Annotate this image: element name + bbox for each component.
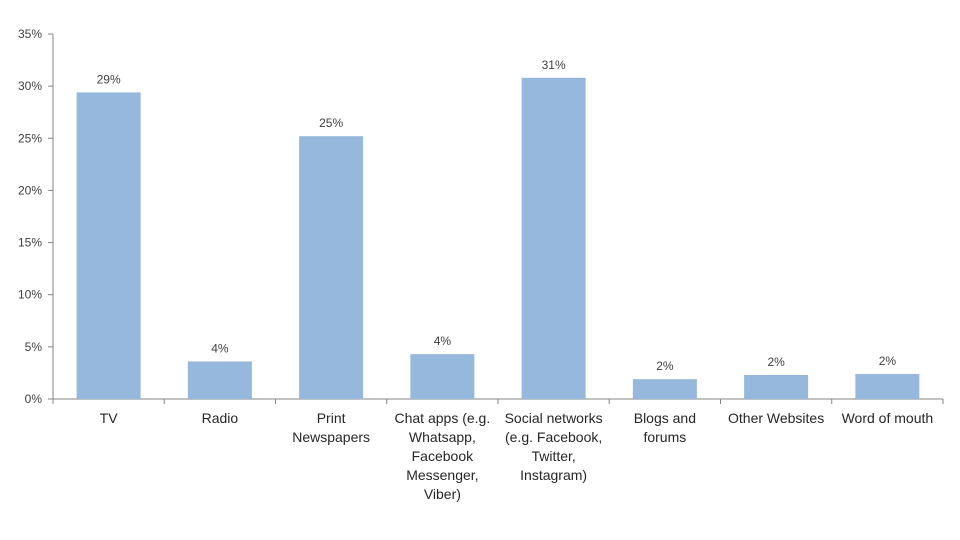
x-category-label-line: Social networks [505,410,603,426]
data-label: 29% [97,72,121,86]
x-category-label-line: Print [317,410,346,426]
x-category-label: TV [100,410,119,426]
y-axis: 0% 5% 10% 15% 20% 25% 30% 35% [18,27,54,406]
bar[interactable] [632,379,697,399]
x-category-label-line: Messenger, [406,467,478,483]
data-label: 4% [434,334,452,348]
x-category-label: Radio [202,410,239,426]
x-category-label-line: Chat apps (e.g. [395,410,491,426]
bar[interactable] [744,375,809,399]
data-label: 2% [767,355,785,369]
x-category-label: Social networks (e.g. Facebook, Twitter, In… [505,410,603,483]
x-category-label: Word of mouth [842,410,934,426]
x-category-label-line: (e.g. Facebook, [505,429,602,445]
bar[interactable] [187,361,252,399]
bar[interactable] [855,373,920,399]
data-label: 2% [656,359,674,373]
x-category-label-line: Radio [202,410,239,426]
y-tick-label: 20% [18,183,42,197]
bar[interactable] [410,354,475,399]
bar[interactable] [521,77,586,400]
data-labels-group: 29% 4% 25% 4% 31% 2% 2% 2% [97,58,897,373]
x-category-label-line: Viber) [424,486,461,502]
y-tick-label: 10% [18,288,42,302]
bar[interactable] [299,136,364,399]
x-category-label-line: Word of mouth [842,410,934,426]
y-tick-label: 15% [18,236,42,250]
data-label: 31% [542,58,566,72]
y-tick-label: 30% [18,79,42,93]
x-category-label: Blogs and forums [634,410,696,445]
y-tick-label: 0% [25,392,43,406]
x-category-label: Chat apps (e.g. Whatsapp, Facebook Messenge… [395,410,491,502]
bars-group [76,77,920,400]
x-category-label-line: Blogs and [634,410,696,426]
x-category-label-line: Facebook [412,448,474,464]
y-tick-label: 25% [18,131,42,145]
x-category-label: Other Websites [728,410,824,426]
data-label: 4% [211,341,229,355]
x-category-label: Print Newspapers [292,410,370,445]
x-category-label-line: forums [643,429,686,445]
y-tick-label: 35% [18,27,42,41]
x-category-label-line: Other Websites [728,410,824,426]
data-label: 25% [319,116,343,130]
bar[interactable] [76,92,141,400]
category-labels-group: TV Radio Print Newspapers Chat apps (e.g. Wha… [100,410,933,502]
x-category-label-line: Instagram) [520,467,587,483]
x-axis [52,398,944,404]
y-tick-label: 5% [25,340,43,354]
x-category-label-line: Twitter, [531,448,575,464]
x-category-label-line: Newspapers [292,429,370,445]
data-label: 2% [879,354,897,368]
x-category-label-line: TV [100,410,119,426]
x-category-label-line: Whatsapp, [409,429,476,445]
